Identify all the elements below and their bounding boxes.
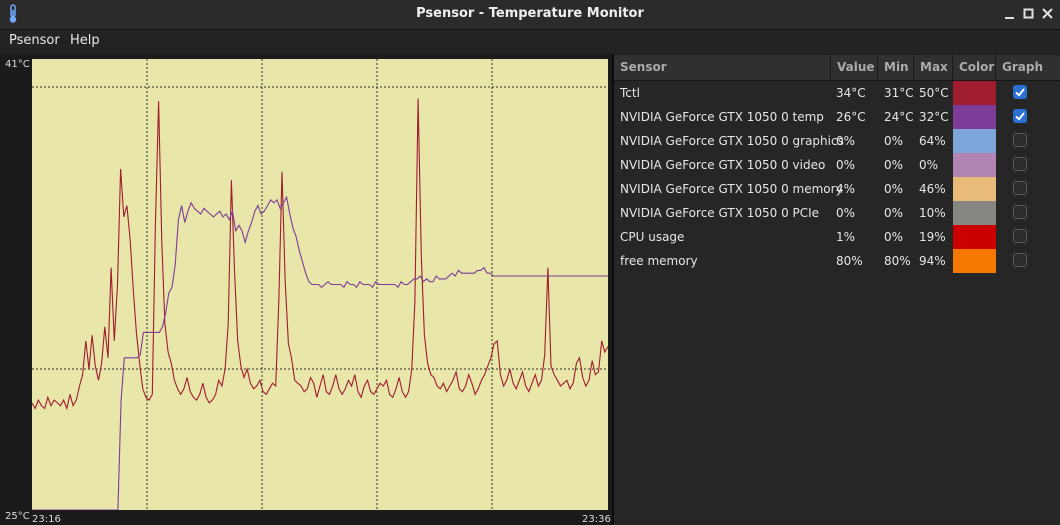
sensor-value: 4% <box>836 182 856 196</box>
table-row[interactable]: NVIDIA GeForce GTX 1050 0 PCIe 0% 0% 10% <box>614 201 1060 225</box>
table-header: Sensor Value Min Max Color Graph <box>614 55 1060 81</box>
graph-checkbox[interactable] <box>1013 133 1027 147</box>
sensor-max: 94% <box>919 254 946 268</box>
thermometer-icon <box>9 4 17 23</box>
sensor-max: 64% <box>919 134 946 148</box>
window-title: Psensor - Temperature Monitor <box>416 6 644 21</box>
table-row[interactable]: NVIDIA GeForce GTX 1050 0 memory 4% 0% 46% <box>614 177 1060 201</box>
sensor-value: 34°C <box>836 86 866 100</box>
maximize-icon <box>1023 8 1034 19</box>
color-swatch[interactable] <box>953 201 996 225</box>
minimize-icon <box>1005 17 1014 19</box>
close-icon <box>1042 8 1053 19</box>
sensor-table: Sensor Value Min Max Color Graph Tctl 34°… <box>614 55 1060 525</box>
panel-divider[interactable] <box>612 54 614 525</box>
temperature-chart <box>32 59 608 510</box>
graph-checkbox[interactable] <box>1013 181 1027 195</box>
sensor-value: 0% <box>836 134 856 148</box>
sensor-max: 50°C <box>919 86 949 100</box>
maximize-button[interactable] <box>1019 4 1039 24</box>
chart-grid <box>32 59 608 510</box>
sensor-name: NVIDIA GeForce GTX 1050 0 memory <box>620 182 843 196</box>
sensor-value: 0% <box>836 206 856 220</box>
color-swatch[interactable] <box>953 81 996 105</box>
color-swatch[interactable] <box>953 225 996 249</box>
sensor-max: 46% <box>919 182 946 196</box>
column-header-graph[interactable]: Graph <box>1002 60 1043 74</box>
sensor-min: 24°C <box>884 110 914 124</box>
column-header-value[interactable]: Value <box>831 55 878 80</box>
sensor-name: free memory <box>620 254 698 268</box>
sensor-max: 32°C <box>919 110 949 124</box>
sensor-min: 0% <box>884 230 904 244</box>
sensor-value: 80% <box>836 254 863 268</box>
graph-checkbox[interactable] <box>1013 205 1027 219</box>
chart-background <box>32 59 608 510</box>
sensor-min: 0% <box>884 134 904 148</box>
sensor-name: NVIDIA GeForce GTX 1050 0 graphics <box>620 134 844 148</box>
sensor-name: NVIDIA GeForce GTX 1050 0 video <box>620 158 826 172</box>
series-line-gpu-temp <box>32 195 608 510</box>
menu-psensor[interactable]: Psensor <box>9 33 60 48</box>
graph-checkbox[interactable] <box>1013 253 1027 267</box>
table-row[interactable]: free memory 80% 80% 94% <box>614 249 1060 273</box>
table-row[interactable]: NVIDIA GeForce GTX 1050 0 video 0% 0% 0% <box>614 153 1060 177</box>
column-header-max[interactable]: Max <box>914 55 953 80</box>
graph-checkbox[interactable] <box>1013 157 1027 171</box>
color-swatch[interactable] <box>953 129 996 153</box>
graph-checkbox[interactable] <box>1013 109 1027 123</box>
sensor-min: 31°C <box>884 86 914 100</box>
column-header-min[interactable]: Min <box>878 55 914 80</box>
close-button[interactable] <box>1038 4 1058 24</box>
minimize-button[interactable] <box>1000 4 1020 24</box>
checkmark-icon <box>1015 88 1025 97</box>
menu-bar: Psensor Help <box>0 30 1060 54</box>
sensor-value: 26°C <box>836 110 866 124</box>
graph-panel: 41°C 25°C 23:16 23:36 <box>0 54 612 525</box>
checkmark-icon <box>1015 112 1025 121</box>
y-axis-min-label: 25°C <box>5 511 30 522</box>
menu-help[interactable]: Help <box>70 33 100 48</box>
sensor-min: 0% <box>884 158 904 172</box>
table-row[interactable]: CPU usage 1% 0% 19% <box>614 225 1060 249</box>
table-row[interactable]: Tctl 34°C 31°C 50°C <box>614 81 1060 105</box>
x-axis-end-label: 23:36 <box>582 514 611 525</box>
series-line-tctl <box>32 98 608 411</box>
y-axis-max-label: 41°C <box>5 59 30 70</box>
color-swatch[interactable] <box>953 177 996 201</box>
column-header-sensor[interactable]: Sensor <box>614 55 831 80</box>
table-row[interactable]: NVIDIA GeForce GTX 1050 0 graphics 0% 0% 64… <box>614 129 1060 153</box>
sensor-value: 1% <box>836 230 856 244</box>
sensor-value: 0% <box>836 158 856 172</box>
color-swatch[interactable] <box>953 105 996 129</box>
sensor-min: 80% <box>884 254 911 268</box>
sensor-name: CPU usage <box>620 230 685 244</box>
table-row[interactable]: NVIDIA GeForce GTX 1050 0 temp 26°C 24°C 32… <box>614 105 1060 129</box>
color-swatch[interactable] <box>953 153 996 177</box>
sensor-name: Tctl <box>620 86 640 100</box>
x-axis-start-label: 23:16 <box>32 514 61 525</box>
sensor-name: NVIDIA GeForce GTX 1050 0 temp <box>620 110 824 124</box>
sensor-max: 19% <box>919 230 946 244</box>
sensor-max: 0% <box>919 158 939 172</box>
graph-checkbox[interactable] <box>1013 229 1027 243</box>
sensor-min: 0% <box>884 182 904 196</box>
color-swatch[interactable] <box>953 249 996 273</box>
sensor-max: 10% <box>919 206 946 220</box>
title-bar: Psensor - Temperature Monitor <box>0 0 1060 30</box>
sensor-min: 0% <box>884 206 904 220</box>
column-header-color[interactable]: Color <box>953 55 996 80</box>
sensor-name: NVIDIA GeForce GTX 1050 0 PCIe <box>620 206 820 220</box>
graph-checkbox[interactable] <box>1013 85 1027 99</box>
